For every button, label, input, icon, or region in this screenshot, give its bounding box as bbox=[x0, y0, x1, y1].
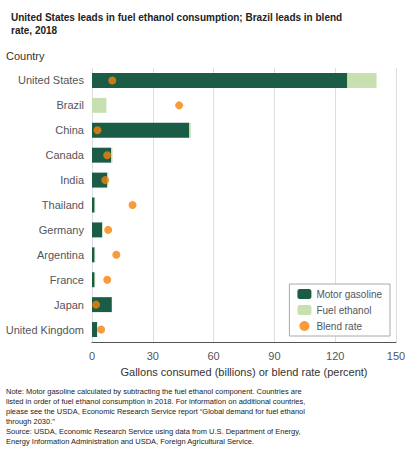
svg-text:90: 90 bbox=[268, 350, 280, 362]
svg-text:listed in order of fuel ethano: listed in order of fuel ethanol consumpt… bbox=[6, 397, 305, 406]
svg-text:0: 0 bbox=[89, 350, 95, 362]
svg-text:Argentina: Argentina bbox=[37, 249, 85, 261]
svg-text:France: France bbox=[50, 274, 84, 286]
svg-text:Thailand: Thailand bbox=[42, 199, 84, 211]
svg-text:Japan: Japan bbox=[54, 299, 84, 311]
svg-text:Canada: Canada bbox=[45, 149, 84, 161]
svg-text:through 2030.”: through 2030.” bbox=[6, 417, 55, 426]
svg-text:60: 60 bbox=[207, 350, 219, 362]
svg-text:120: 120 bbox=[326, 350, 344, 362]
svg-text:please see the USDA, Economic: please see the USDA, Economic Research S… bbox=[6, 407, 305, 416]
svg-text:Country: Country bbox=[6, 50, 45, 62]
svg-text:30: 30 bbox=[147, 350, 159, 362]
svg-text:Source: USDA, Economic Researc: Source: USDA, Economic Research Service … bbox=[6, 427, 301, 436]
svg-text:Energy Information Administrat: Energy Information Administration and US… bbox=[6, 437, 254, 446]
svg-text:United States: United States bbox=[18, 74, 85, 86]
svg-text:Brazil: Brazil bbox=[56, 99, 84, 111]
svg-text:Fuel ethanol: Fuel ethanol bbox=[316, 305, 371, 316]
svg-text:Note: Motor gasoline calculate: Note: Motor gasoline calculated by subtr… bbox=[6, 387, 302, 396]
svg-text:Motor gasoline: Motor gasoline bbox=[316, 289, 382, 300]
svg-text:Gallons consumed (billions) or: Gallons consumed (billions) or blend rat… bbox=[120, 366, 367, 378]
svg-text:United States leads in fuel et: United States leads in fuel ethanol cons… bbox=[11, 12, 342, 23]
svg-text:United Kingdom: United Kingdom bbox=[6, 324, 84, 336]
svg-text:India: India bbox=[60, 174, 85, 186]
svg-text:Germany: Germany bbox=[39, 224, 85, 236]
svg-text:150: 150 bbox=[387, 350, 405, 362]
svg-text:China: China bbox=[55, 124, 85, 136]
svg-text:Blend rate: Blend rate bbox=[316, 321, 362, 332]
svg-text:rate, 2018: rate, 2018 bbox=[11, 25, 58, 36]
